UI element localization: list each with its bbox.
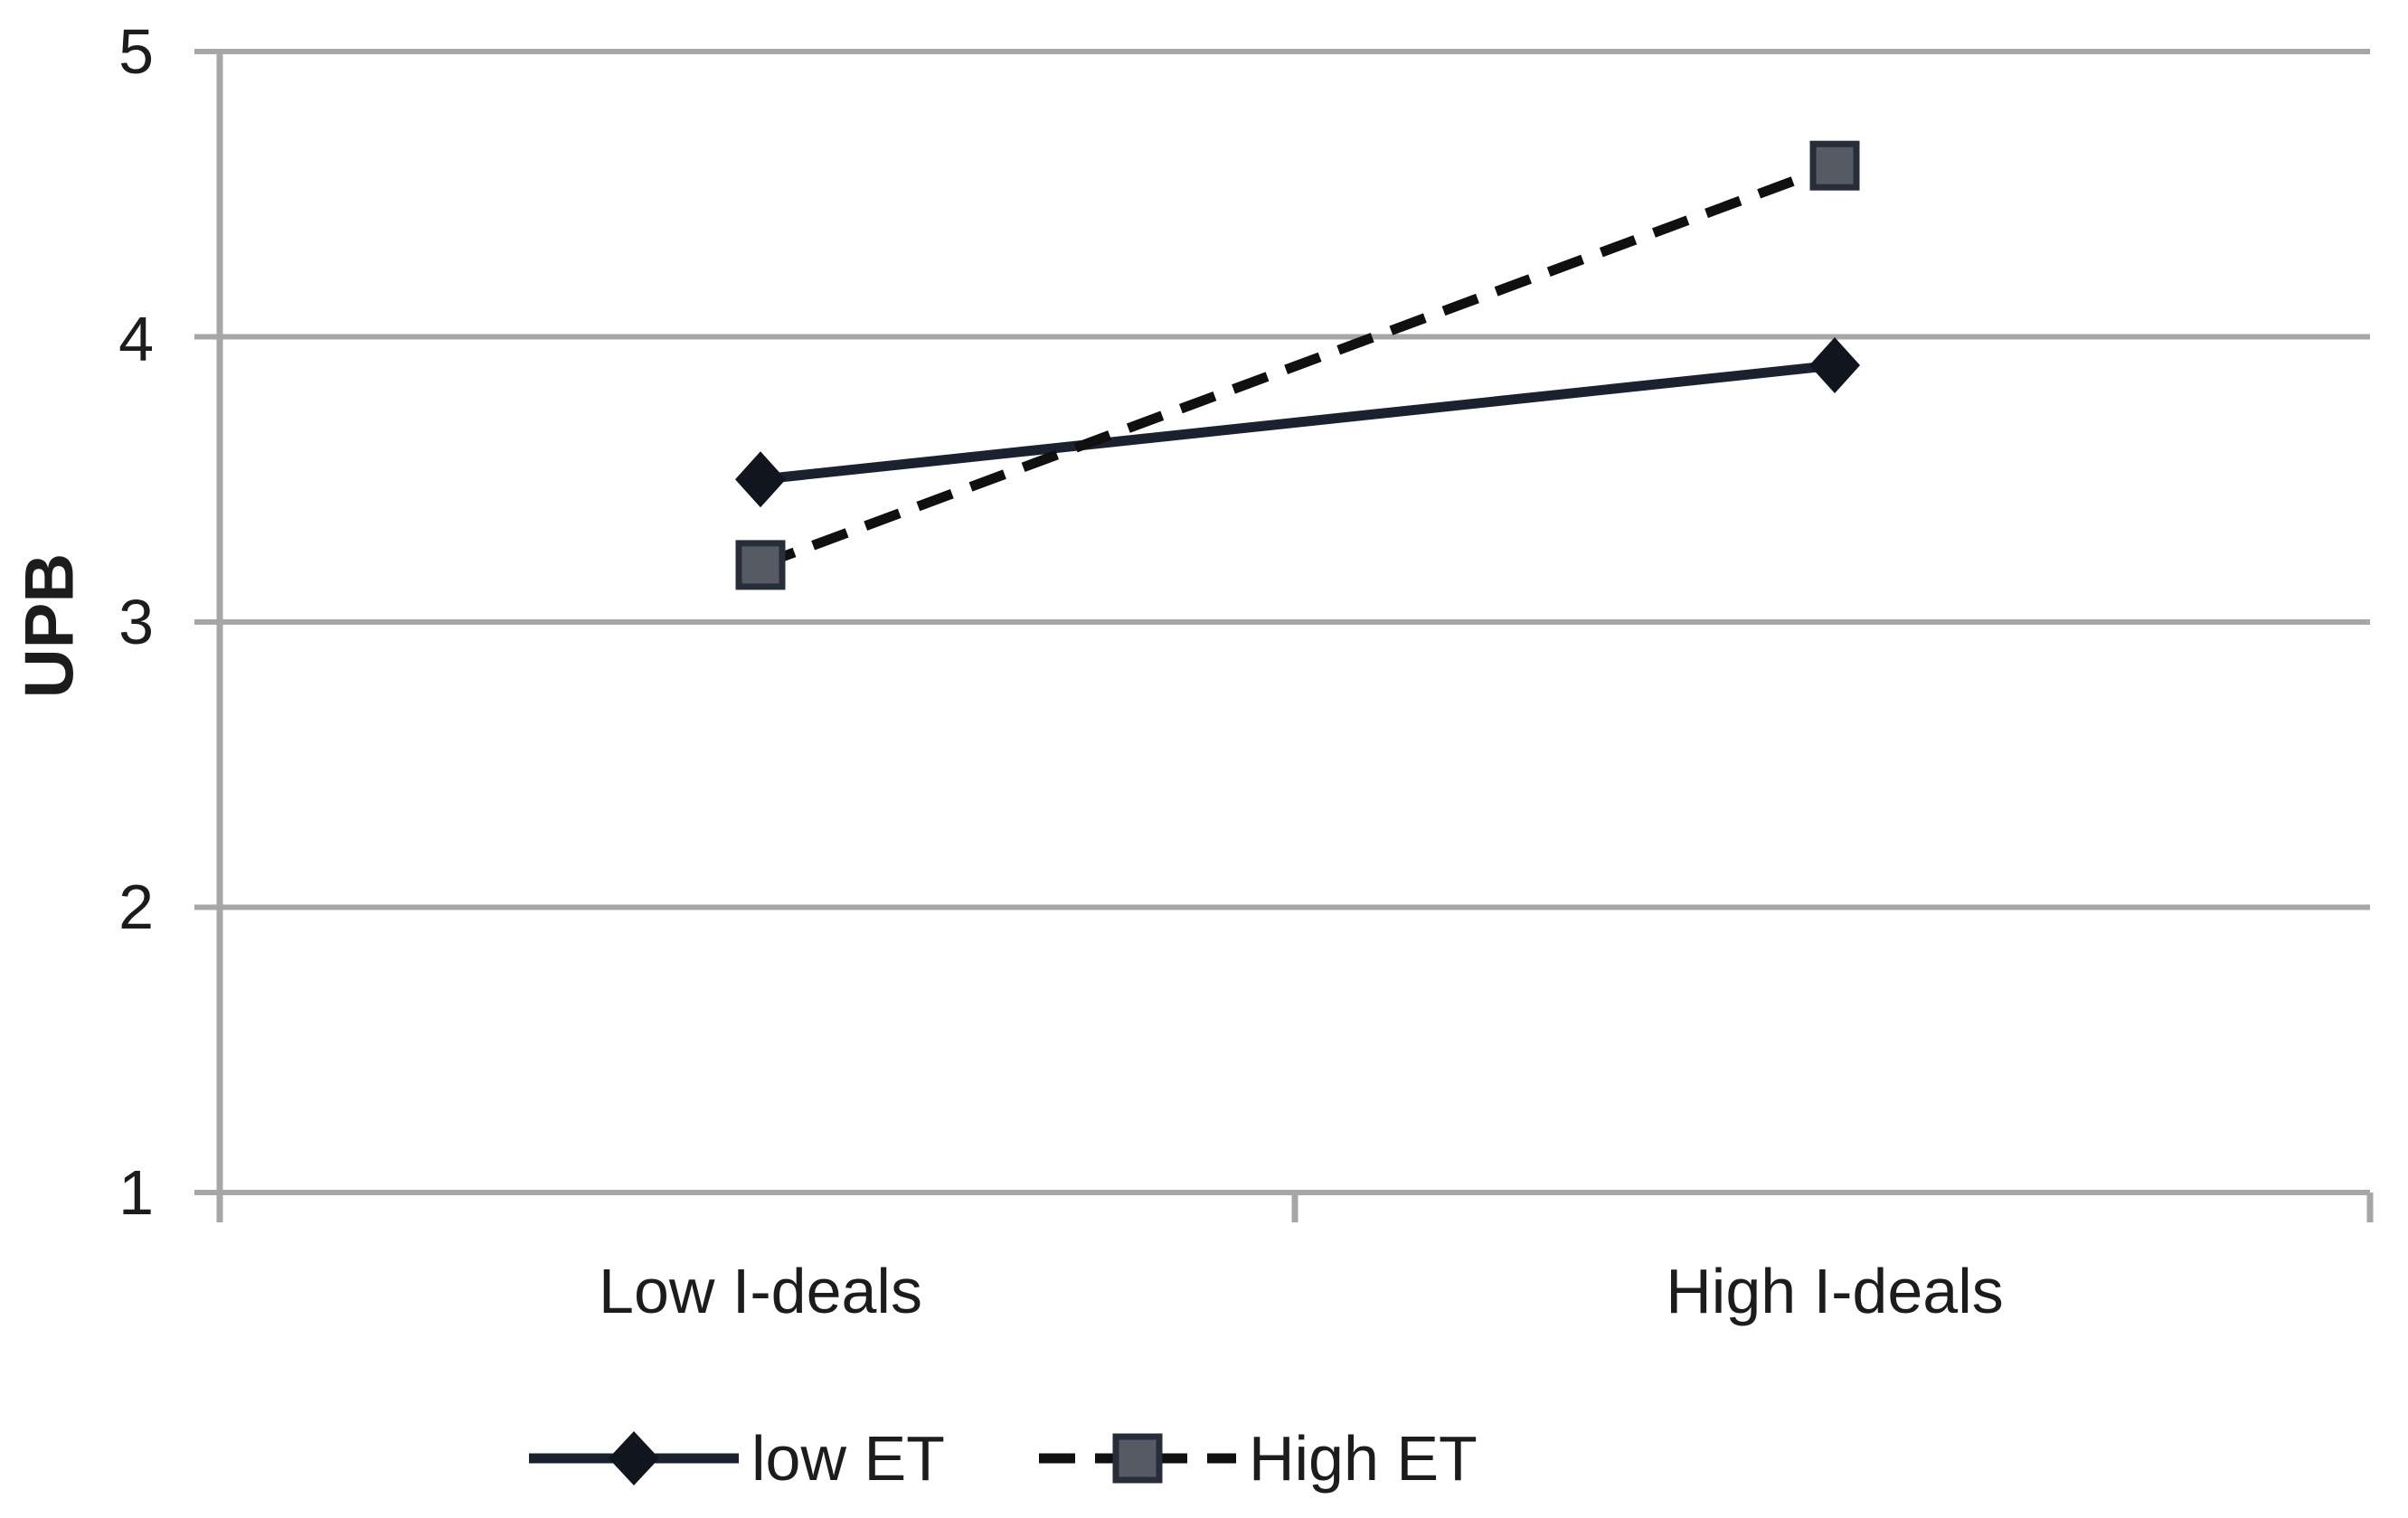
y-tick-label-1: 1: [118, 1157, 154, 1228]
legend-item-high-et: High ET: [1038, 1419, 1478, 1497]
x-category-label-high-ideals: High I-deals: [1666, 1256, 2004, 1326]
legend-label-high-et: High ET: [1248, 1423, 1478, 1494]
series-line-low-et: [760, 360, 1836, 485]
legend-item-low-et: low ET: [529, 1419, 945, 1497]
square-marker-1-0: [735, 540, 786, 590]
y-tick-label-2: 2: [118, 872, 154, 942]
legend-label-low-et: low ET: [751, 1423, 945, 1494]
diamond-marker-0-1: [1809, 337, 1860, 394]
y-tick-label-5: 5: [118, 16, 154, 87]
low-et-legend-marker-icon: [529, 1431, 739, 1485]
square-marker-1-1: [1809, 140, 1860, 191]
diamond-marker-0-0: [735, 451, 786, 508]
x-category-label-low-ideals: Low I-deals: [599, 1256, 922, 1326]
y-tick-label-4: 4: [118, 304, 154, 374]
legend: low ET High ET: [529, 1419, 1478, 1497]
high-et-legend-marker-icon: [1038, 1433, 1236, 1484]
y-tick-label-3: 3: [118, 587, 154, 657]
series-line-high-et: [759, 161, 1837, 570]
